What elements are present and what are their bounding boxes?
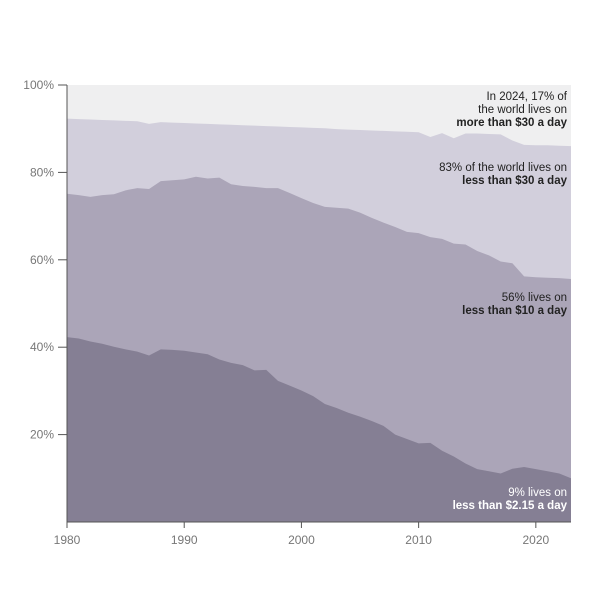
y-tick-label: 40%: [30, 340, 54, 354]
x-tick-label: 1990: [171, 533, 198, 547]
annotation-line: 83% of the world lives on: [439, 162, 567, 174]
x-tick-label: 1980: [54, 533, 81, 547]
annotation-line: less than $30 a day: [462, 175, 567, 187]
annotation-line: In 2024, 17% of: [486, 91, 567, 103]
y-tick-label: 80%: [30, 165, 54, 179]
x-axis: 1980 1990 2000 2010 2020: [54, 521, 571, 547]
x-tick-label: 2020: [522, 533, 549, 547]
y-tick-label: 60%: [30, 253, 54, 267]
area-layers: [67, 85, 571, 523]
annotation-line: less than $2.15 a day: [453, 500, 568, 512]
area-below_2_15: [67, 337, 571, 522]
annotation-line: 56% lives on: [502, 292, 567, 304]
annotation-line: more than $30 a day: [456, 117, 567, 129]
y-axis: 20% 40% 60% 80% 100%: [23, 78, 68, 522]
y-tick-label: 100%: [23, 78, 54, 92]
y-tick-label: 20%: [30, 428, 54, 442]
annotation-line: 9% lives on: [508, 487, 567, 499]
x-tick-label: 2000: [288, 533, 315, 547]
x-tick-label: 2010: [405, 533, 432, 547]
annotation-line: less than $10 a day: [462, 305, 567, 317]
annotation-line: the world lives on: [478, 104, 567, 116]
